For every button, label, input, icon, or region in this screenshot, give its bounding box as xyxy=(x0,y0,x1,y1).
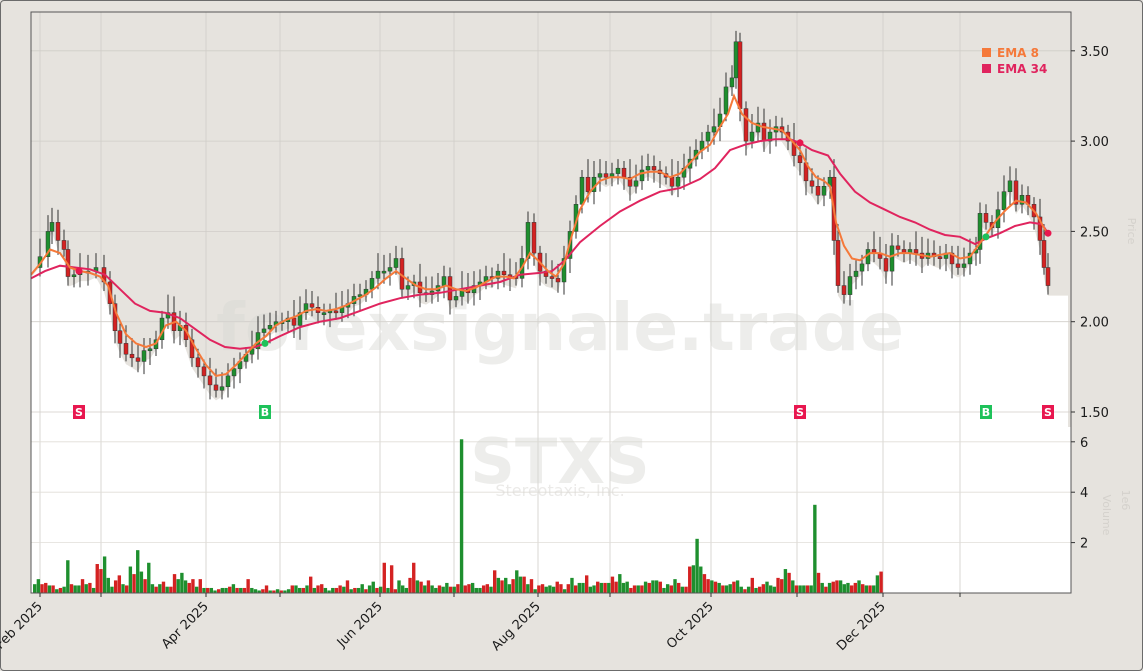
watermark-company: Stereotaxis, Inc. xyxy=(495,481,624,500)
price-panel xyxy=(31,12,1071,428)
svg-text:Price: Price xyxy=(1125,218,1138,245)
svg-text:Dec 2025: Dec 2025 xyxy=(834,599,889,654)
volume-bars xyxy=(33,439,883,593)
svg-text:2: 2 xyxy=(1080,537,1088,552)
svg-text:6: 6 xyxy=(1080,436,1088,451)
svg-text:3.00: 3.00 xyxy=(1080,135,1109,150)
sell-signal-marker: S xyxy=(794,405,806,419)
svg-text:Volume: Volume xyxy=(1100,495,1113,536)
svg-text:2.50: 2.50 xyxy=(1080,225,1109,240)
svg-text:1e6: 1e6 xyxy=(1119,490,1132,511)
crossover-dots xyxy=(75,139,1052,347)
svg-text:1.50: 1.50 xyxy=(1080,406,1109,421)
sell-signal-marker: S xyxy=(1042,405,1054,419)
svg-text:3.50: 3.50 xyxy=(1080,45,1109,60)
buy-signal-marker: B xyxy=(259,405,271,419)
legend-ema34-swatch xyxy=(982,64,991,73)
svg-text:Apr 2025: Apr 2025 xyxy=(159,599,212,652)
legend-ema8-swatch xyxy=(982,48,991,57)
svg-text:B: B xyxy=(261,406,269,419)
legend-ema8-label: EMA 8 xyxy=(997,46,1039,60)
watermark-ticker: STXS xyxy=(470,425,649,498)
svg-text:S: S xyxy=(75,406,83,419)
svg-text:B: B xyxy=(982,406,990,419)
buy-signal-marker: B xyxy=(980,405,992,419)
volume-panel xyxy=(31,427,1071,593)
legend-ema34-label: EMA 34 xyxy=(997,62,1047,76)
gridlines xyxy=(31,12,1071,593)
watermarks: forexsignale.trade STXS Stereotaxis, Inc… xyxy=(216,289,904,500)
svg-text:Aug 2025: Aug 2025 xyxy=(489,599,544,654)
svg-text:Feb 2025: Feb 2025 xyxy=(0,599,46,652)
ema8-line xyxy=(30,93,1049,377)
svg-text:S: S xyxy=(796,406,804,419)
legend: EMA 8 EMA 34 xyxy=(982,46,1047,76)
watermark-site: forexsignale.trade xyxy=(216,289,904,366)
svg-text:Jun 2025: Jun 2025 xyxy=(334,599,386,651)
svg-text:S: S xyxy=(1044,406,1052,419)
sell-signal-marker: S xyxy=(73,405,85,419)
svg-text:4: 4 xyxy=(1080,486,1088,501)
svg-text:Oct 2025: Oct 2025 xyxy=(664,599,717,652)
svg-text:2.00: 2.00 xyxy=(1080,316,1109,331)
